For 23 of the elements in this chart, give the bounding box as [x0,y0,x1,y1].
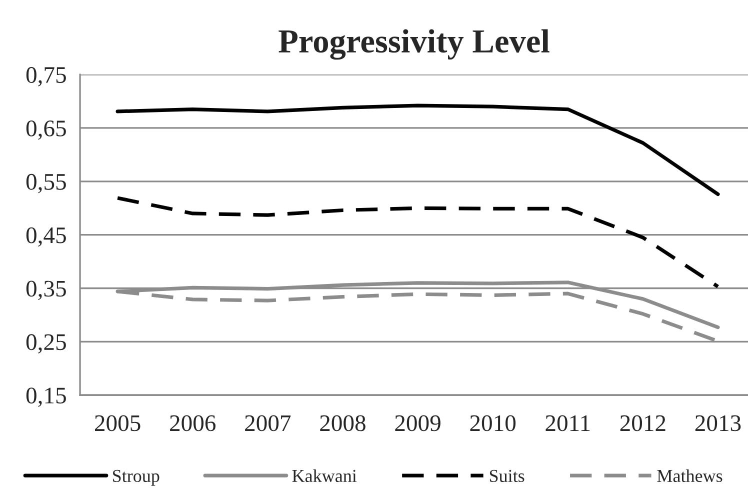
y-tick-label: 0,55 [26,174,66,194]
y-tick-label: 0,45 [26,227,66,247]
y-tick-label: 0,15 [26,388,66,407]
line-series [116,196,720,288]
y-tick-label: 0,65 [26,120,66,140]
chart-title: Progressivity Level [278,29,550,60]
x-tick-label: 2005 [94,415,140,432]
y-tick-label: 0,75 [26,67,66,86]
y-tick-label: 0,35 [26,280,66,300]
legend-label: Kakwani [292,469,357,482]
x-tick-label: 2010 [470,415,516,432]
x-tick-label: 2009 [395,415,440,432]
legend-label: Stroup [113,470,160,486]
x-tick-label: 2013 [695,415,741,432]
x-tick-label: 2012 [620,415,666,432]
x-tick-label: 2008 [320,415,366,432]
line-series [116,104,720,196]
x-tick-label: 2011 [546,415,590,432]
x-tick-label: 2007 [245,415,291,432]
y-tick-label: 0,25 [26,334,66,354]
x-tick-label: 2006 [170,415,216,432]
legend-label: Suits [490,470,524,482]
legend-label: Mathews [657,469,722,482]
